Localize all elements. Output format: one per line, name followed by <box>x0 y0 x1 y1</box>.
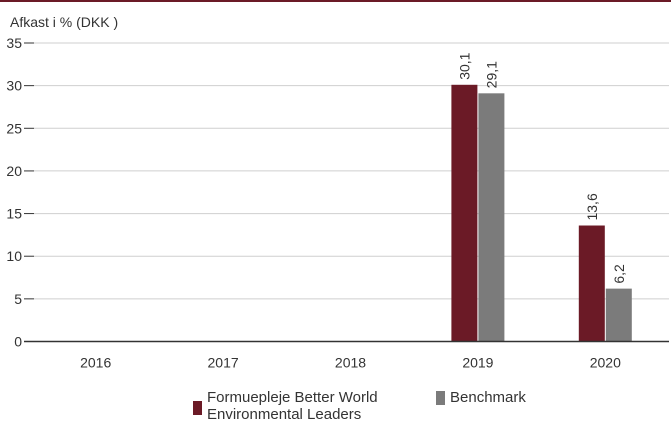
y-axis-label: Afkast i % (DKK ) <box>10 14 118 30</box>
y-tick-label-25: 25 <box>6 120 22 136</box>
x-tick-label-2016: 2016 <box>80 355 111 371</box>
y-tick-label-20: 20 <box>6 163 22 179</box>
y-tick-label-0: 0 <box>14 334 22 350</box>
bar-value-labels: 30,1 13,6 29,1 6,2 <box>456 52 626 283</box>
y-tick-label-15: 15 <box>6 206 22 222</box>
bar-1-2019 <box>451 84 478 342</box>
legend: Formuepleje Better World Environmental L… <box>0 389 671 423</box>
legend-swatch-series-1 <box>193 401 202 415</box>
bar-2-2020 <box>605 288 632 342</box>
y-tick-label-30: 30 <box>6 78 22 94</box>
legend-label-series-1-line-1: Formuepleje Better World <box>207 389 378 406</box>
gridlines <box>34 42 669 300</box>
x-tick-label-2020: 2020 <box>590 355 621 371</box>
y-tick-label-10: 10 <box>6 248 22 264</box>
y-tick-label-35: 35 <box>6 35 22 51</box>
x-axis-ticks: 2016 2017 2018 2019 2020 <box>80 355 621 371</box>
y-axis-ticks: 0 5 10 15 20 25 30 35 <box>6 35 34 350</box>
x-tick-label-2018: 2018 <box>335 355 366 371</box>
bar-label-2-2020: 6,2 <box>611 264 627 284</box>
legend-label-series-1-line-2: Environmental Leaders <box>207 406 362 423</box>
bars <box>451 84 632 342</box>
bar-1-2020 <box>578 225 605 342</box>
bar-label-1-2020: 13,6 <box>584 193 600 220</box>
legend-swatch-series-2 <box>436 391 445 405</box>
x-tick-label-2017: 2017 <box>208 355 239 371</box>
bar-label-2-2019: 29,1 <box>483 61 499 88</box>
y-tick-label-5: 5 <box>14 291 22 307</box>
x-tick-label-2019: 2019 <box>462 355 493 371</box>
bar-label-1-2019: 30,1 <box>456 52 472 79</box>
legend-label-series-2: Benchmark <box>450 389 526 406</box>
bar-2-2019 <box>478 93 505 342</box>
